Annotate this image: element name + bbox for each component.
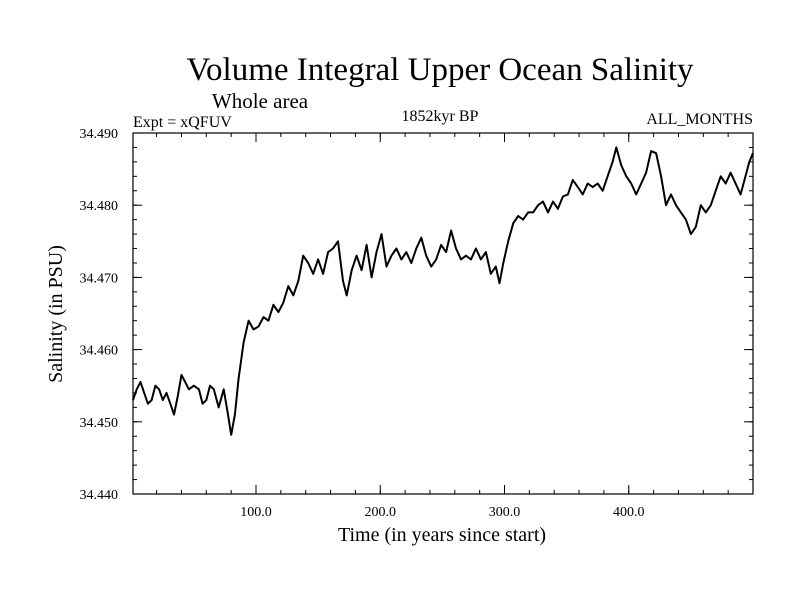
salinity-series-line — [132, 146, 754, 436]
x-tick-label: 400.0 — [613, 505, 645, 520]
plot-frame — [132, 132, 754, 495]
x-axis-ticks: 100.0 200.0 300.0 400.0 — [156, 133, 754, 520]
y-tick-label: 34.470 — [80, 271, 119, 286]
x-axis-label: Time (in years since start) — [338, 524, 546, 546]
x-tick-label: 300.0 — [489, 505, 521, 520]
y-tick-label: 34.450 — [80, 416, 119, 431]
y-tick-label: 34.490 — [80, 127, 119, 142]
chart-subtitle: Whole area — [212, 89, 309, 113]
y-tick-label: 34.480 — [80, 199, 119, 214]
y-tick-label: 34.440 — [80, 488, 119, 503]
experiment-label: Expt = xQFUV — [133, 114, 232, 131]
months-label: ALL_MONTHS — [646, 111, 753, 128]
y-tick-label: 34.460 — [80, 344, 119, 359]
time-label: 1852kyr BP — [402, 108, 479, 125]
y-axis-ticks: 34.440 34.450 34.460 34.470 34.480 34.490 — [80, 127, 753, 503]
x-tick-label: 200.0 — [365, 505, 397, 520]
x-tick-label: 100.0 — [240, 505, 272, 520]
y-axis-label: Salinity (in PSU) — [45, 245, 67, 383]
chart-title: Volume Integral Upper Ocean Salinity — [186, 52, 694, 88]
